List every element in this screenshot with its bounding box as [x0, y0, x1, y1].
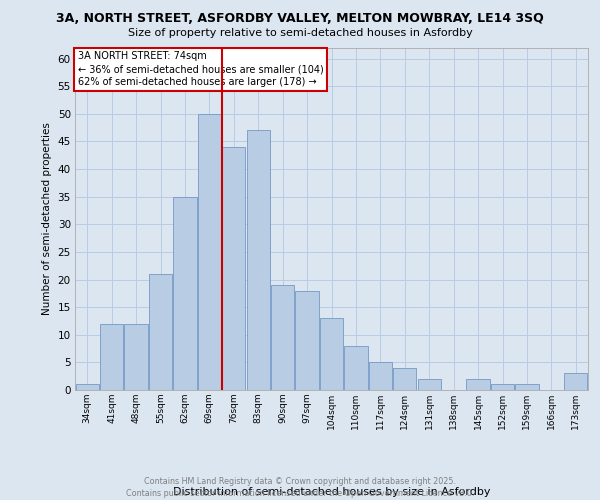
Bar [491, 384, 514, 390]
Text: Size of property relative to semi-detached houses in Asfordby: Size of property relative to semi-detach… [128, 28, 472, 38]
Bar [564, 374, 587, 390]
Bar [271, 285, 294, 390]
Text: 3A, NORTH STREET, ASFORDBY VALLEY, MELTON MOWBRAY, LE14 3SQ: 3A, NORTH STREET, ASFORDBY VALLEY, MELTO… [56, 12, 544, 24]
Bar [466, 379, 490, 390]
Bar [149, 274, 172, 390]
Bar [173, 196, 197, 390]
Y-axis label: Number of semi-detached properties: Number of semi-detached properties [42, 122, 52, 315]
Bar [344, 346, 368, 390]
Bar [369, 362, 392, 390]
Bar [222, 147, 245, 390]
X-axis label: Distribution of semi-detached houses by size in Asfordby: Distribution of semi-detached houses by … [173, 488, 490, 498]
Bar [198, 114, 221, 390]
Bar [393, 368, 416, 390]
Bar [515, 384, 539, 390]
Bar [76, 384, 99, 390]
Bar [418, 379, 441, 390]
Bar [124, 324, 148, 390]
Bar [100, 324, 123, 390]
Bar [320, 318, 343, 390]
Bar [247, 130, 270, 390]
Bar [295, 290, 319, 390]
Text: Contains HM Land Registry data © Crown copyright and database right 2025.
Contai: Contains HM Land Registry data © Crown c… [126, 476, 474, 498]
Text: 3A NORTH STREET: 74sqm
← 36% of semi-detached houses are smaller (104)
62% of se: 3A NORTH STREET: 74sqm ← 36% of semi-det… [77, 51, 323, 88]
